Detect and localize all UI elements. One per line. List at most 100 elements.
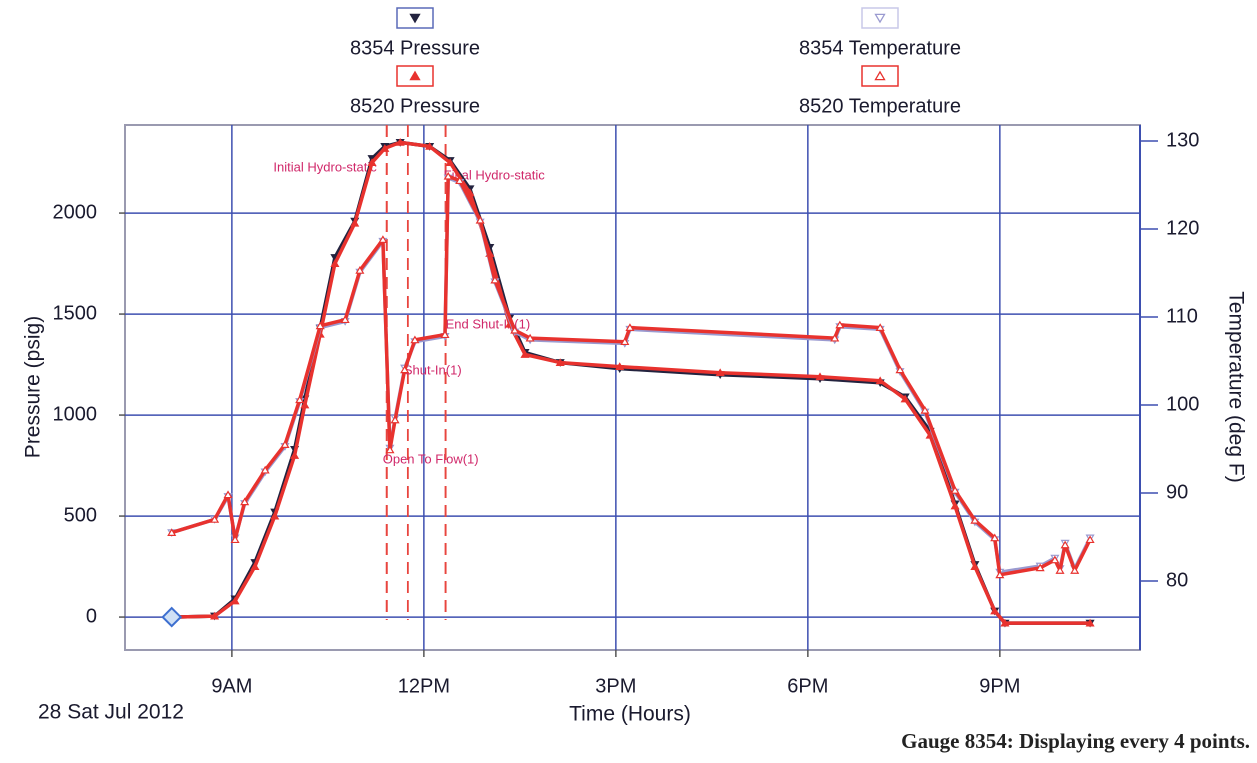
y-tick-label: 0: [86, 605, 97, 627]
event-label: Shut-In(1): [404, 362, 462, 377]
data-point: [1055, 566, 1065, 574]
data-point: [970, 562, 980, 570]
data-point: [270, 511, 280, 520]
series-line: [171, 174, 1092, 577]
legend-label: 8354 Temperature: [799, 37, 961, 59]
data-point: [350, 218, 360, 227]
data-point: [625, 323, 635, 331]
data-point: [1085, 535, 1095, 544]
data-point: [875, 323, 885, 331]
data-point: [895, 365, 905, 374]
data-point: [230, 535, 240, 544]
data-point: [525, 333, 535, 342]
x-axis-title: Time (Hours): [569, 703, 691, 726]
legend-marker: [874, 70, 886, 81]
y-axis-title: Pressure (psig): [22, 316, 45, 458]
data-point: [475, 215, 485, 224]
y-tick-label: 1000: [53, 403, 98, 425]
y2-tick-label: 100: [1166, 393, 1199, 415]
data-point: [490, 275, 500, 284]
data-point: [223, 490, 233, 499]
data-point: [990, 533, 1000, 542]
data-point: [715, 368, 725, 377]
data-point: [445, 158, 455, 166]
data-point: [425, 142, 435, 150]
y2-tick-label: 90: [1166, 481, 1188, 503]
data-point: [280, 440, 290, 449]
data-point: [1050, 555, 1060, 564]
data-point: [378, 235, 388, 243]
event-label: Open To Flow(1): [383, 451, 479, 466]
data-point: [950, 501, 960, 510]
data-point: [1070, 566, 1080, 574]
legend-marker: [409, 13, 421, 24]
start-marker: [161, 606, 183, 628]
y2-tick-label: 130: [1166, 129, 1199, 151]
data-point: [835, 320, 845, 329]
data-point: [920, 405, 930, 414]
y2-tick-label: 80: [1166, 569, 1188, 591]
series-group: [167, 171, 1095, 579]
date-label: 28 Sat Jul 2012: [38, 701, 184, 724]
data-point: [390, 415, 400, 424]
data-point: [167, 528, 177, 537]
x-tick-label: 12PM: [398, 675, 450, 697]
data-point: [970, 515, 980, 524]
data-point: [385, 445, 395, 454]
data-point: [295, 395, 305, 404]
data-point: [1035, 563, 1045, 572]
data-point: [410, 335, 420, 344]
x-tick-label: 9PM: [979, 675, 1020, 697]
data-point: [900, 394, 910, 403]
data-point: [615, 362, 625, 370]
data-point: [340, 315, 350, 324]
data-point: [520, 350, 530, 358]
data-point: [210, 611, 220, 620]
data-point: [443, 171, 453, 180]
data-point: [815, 372, 825, 381]
data-point: [875, 376, 885, 385]
data-point: [990, 606, 1000, 615]
legend-marker: [409, 70, 421, 81]
data-point: [555, 358, 565, 366]
y-tick-label: 1500: [53, 302, 98, 324]
y-tick-label: 500: [64, 504, 97, 526]
data-point: [230, 596, 240, 605]
y2-tick-label: 120: [1166, 217, 1199, 239]
data-point: [367, 158, 377, 166]
data-point: [250, 562, 260, 570]
data-point: [455, 176, 465, 185]
y2-axis-title: Temperature (deg F): [1224, 291, 1247, 482]
data-point: [330, 259, 340, 267]
x-tick-label: 3PM: [595, 675, 636, 697]
series-group: [167, 138, 1095, 627]
data-point: [355, 266, 365, 274]
x-tick-label: 9AM: [211, 675, 252, 697]
data-point: [1085, 618, 1095, 627]
data-point: [290, 451, 300, 459]
data-point: [1000, 618, 1010, 627]
legend-label: 8354 Pressure: [350, 37, 480, 59]
data-point: [995, 570, 1005, 579]
y2-tick-label: 110: [1166, 305, 1198, 327]
footnote: Gauge 8354: Displaying every 4 points.: [901, 729, 1250, 753]
data-point: [830, 333, 840, 342]
data-point: [210, 515, 220, 523]
y-tick-label: 2000: [53, 201, 98, 223]
data-point: [240, 497, 250, 506]
data-point: [380, 144, 390, 152]
data-point: [400, 365, 410, 374]
data-point: [620, 337, 630, 346]
event-label: Initial Hydro-static: [273, 159, 377, 174]
legend-label: 8520 Temperature: [799, 95, 961, 117]
data-point: [395, 138, 405, 146]
data-point: [510, 325, 520, 334]
event-label: Final Hydro-static: [444, 167, 546, 182]
data-point: [440, 330, 450, 339]
data-point: [300, 400, 310, 409]
data-point: [1060, 540, 1070, 549]
legend-label: 8520 Pressure: [350, 95, 480, 117]
